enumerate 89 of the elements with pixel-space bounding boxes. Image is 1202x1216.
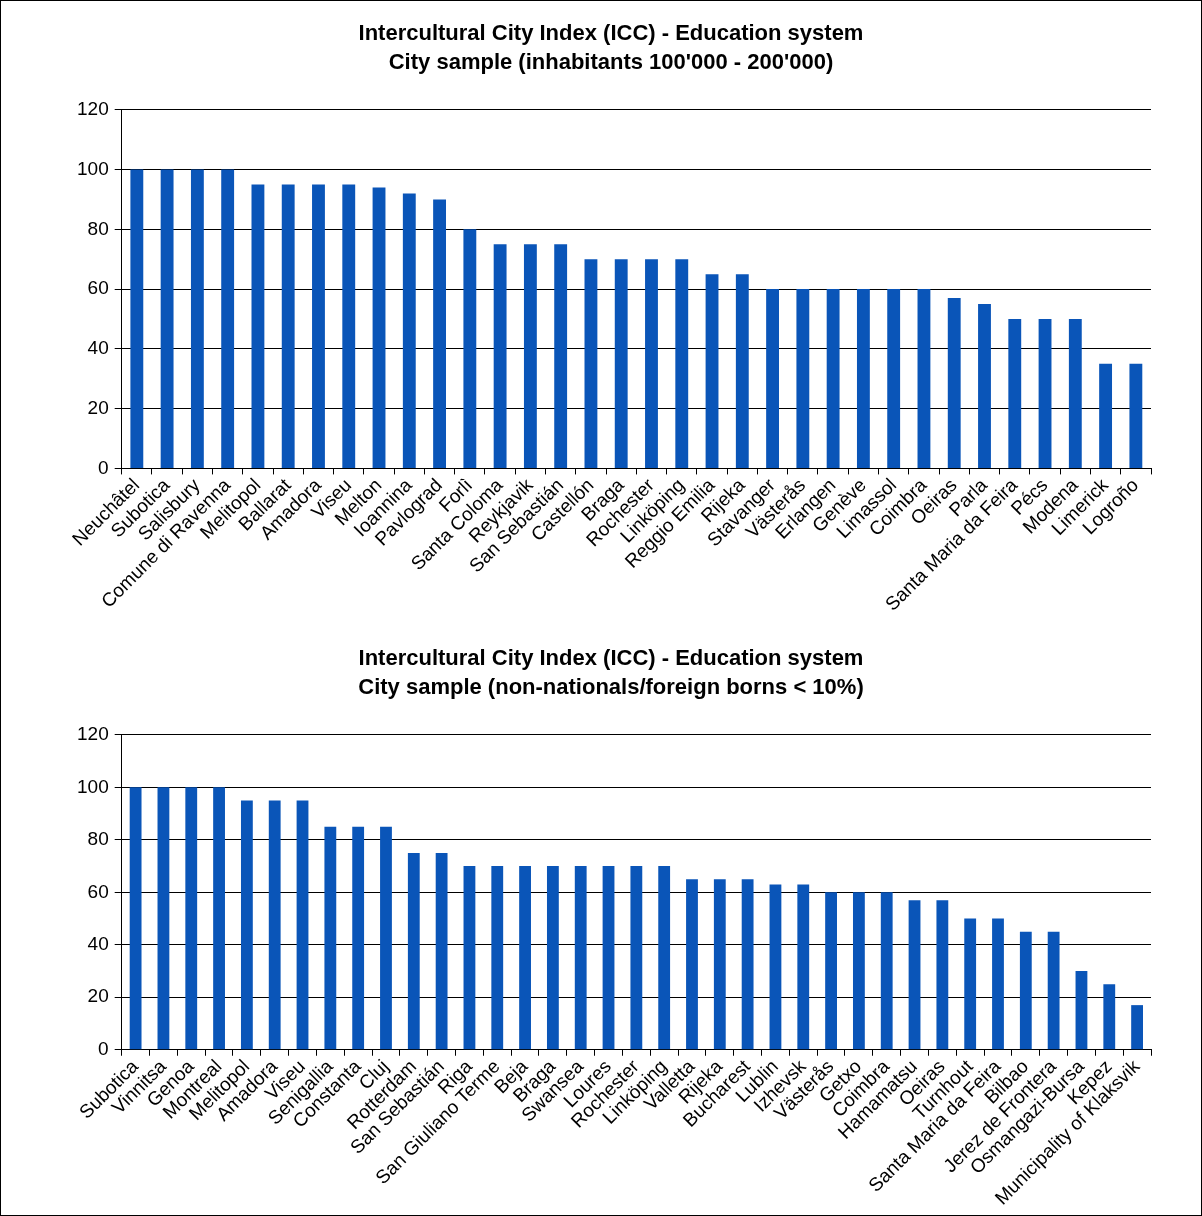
chart-subtitle: City sample (inhabitants 100'000 - 200'000) bbox=[388, 48, 834, 74]
bar bbox=[213, 787, 225, 1050]
chart-title: Intercultural City Index (ICC) - Education system bbox=[358, 20, 864, 46]
bar bbox=[519, 866, 531, 1050]
bar bbox=[1099, 363, 1113, 468]
bar bbox=[887, 289, 901, 468]
bar bbox=[1008, 319, 1022, 468]
y-tick-label: 20 bbox=[87, 396, 109, 418]
bar bbox=[296, 800, 309, 1050]
bar bbox=[797, 884, 810, 1050]
bar bbox=[630, 866, 643, 1050]
bar bbox=[1131, 1005, 1143, 1050]
y-tick-label: 80 bbox=[87, 828, 109, 850]
bar bbox=[407, 852, 420, 1050]
bar bbox=[852, 892, 865, 1050]
bar bbox=[129, 787, 142, 1050]
bar bbox=[546, 866, 559, 1050]
chart-subtitle: City sample (non-nationals/foreign borns < 10%) bbox=[358, 673, 864, 699]
bar bbox=[433, 199, 447, 468]
bar bbox=[268, 800, 281, 1050]
bar bbox=[686, 879, 698, 1050]
bar bbox=[157, 787, 170, 1050]
y-tick-label: 120 bbox=[77, 98, 109, 120]
bar bbox=[463, 866, 476, 1050]
y-tick-label: 0 bbox=[98, 456, 109, 478]
bar bbox=[766, 289, 780, 468]
chart-title: Intercultural City Index (ICC) - Education system bbox=[358, 645, 864, 671]
bar bbox=[380, 826, 392, 1050]
bar bbox=[130, 169, 144, 468]
bar bbox=[352, 826, 365, 1050]
bar bbox=[1019, 931, 1032, 1050]
bar bbox=[221, 169, 235, 468]
bar bbox=[741, 879, 754, 1050]
bar bbox=[825, 892, 837, 1050]
bar bbox=[936, 900, 949, 1050]
bar bbox=[240, 800, 253, 1050]
bar bbox=[1068, 319, 1082, 468]
bar bbox=[1038, 319, 1052, 468]
bar bbox=[185, 787, 198, 1050]
y-tick-label: 100 bbox=[77, 157, 109, 179]
y-tick-label: 40 bbox=[87, 933, 109, 954]
bar bbox=[675, 259, 689, 468]
bar bbox=[978, 304, 991, 468]
bar bbox=[493, 244, 507, 468]
bar bbox=[1129, 363, 1143, 468]
bar bbox=[602, 866, 615, 1050]
y-tick-label: 80 bbox=[87, 217, 109, 239]
bar bbox=[342, 184, 356, 468]
y-tick-label: 40 bbox=[87, 337, 109, 359]
bar bbox=[402, 193, 416, 468]
y-tick-label: 120 bbox=[77, 723, 109, 745]
bar bbox=[554, 244, 568, 468]
bar bbox=[880, 892, 893, 1050]
y-tick-label: 60 bbox=[87, 880, 109, 902]
bar bbox=[324, 826, 337, 1050]
bar bbox=[964, 918, 977, 1050]
bar bbox=[658, 866, 671, 1050]
bar bbox=[826, 289, 840, 468]
bar bbox=[1047, 931, 1060, 1050]
bar bbox=[713, 879, 726, 1050]
bar bbox=[435, 852, 448, 1050]
bar bbox=[856, 289, 870, 468]
bar bbox=[160, 169, 174, 468]
bar bbox=[796, 289, 810, 468]
y-tick-label: 20 bbox=[87, 985, 109, 1007]
bar bbox=[908, 900, 921, 1050]
bar bbox=[251, 184, 265, 468]
y-tick-label: 100 bbox=[77, 775, 109, 797]
bar bbox=[614, 259, 628, 468]
bar bbox=[523, 244, 537, 468]
y-tick-label: 60 bbox=[87, 277, 109, 299]
bar bbox=[312, 184, 325, 468]
bar bbox=[491, 866, 504, 1050]
bar bbox=[1103, 984, 1116, 1050]
y-tick-label: 0 bbox=[98, 1037, 109, 1059]
bar bbox=[735, 274, 749, 468]
bar bbox=[574, 866, 587, 1050]
bar bbox=[947, 298, 961, 468]
bar bbox=[705, 274, 719, 468]
bar bbox=[1075, 971, 1088, 1050]
bar bbox=[190, 169, 204, 468]
bar bbox=[372, 187, 386, 468]
bar bbox=[281, 184, 295, 468]
bar bbox=[917, 289, 931, 468]
bar bbox=[645, 259, 658, 468]
bar bbox=[769, 884, 782, 1050]
bar bbox=[584, 259, 598, 468]
bar bbox=[463, 229, 477, 468]
bar bbox=[992, 918, 1004, 1050]
